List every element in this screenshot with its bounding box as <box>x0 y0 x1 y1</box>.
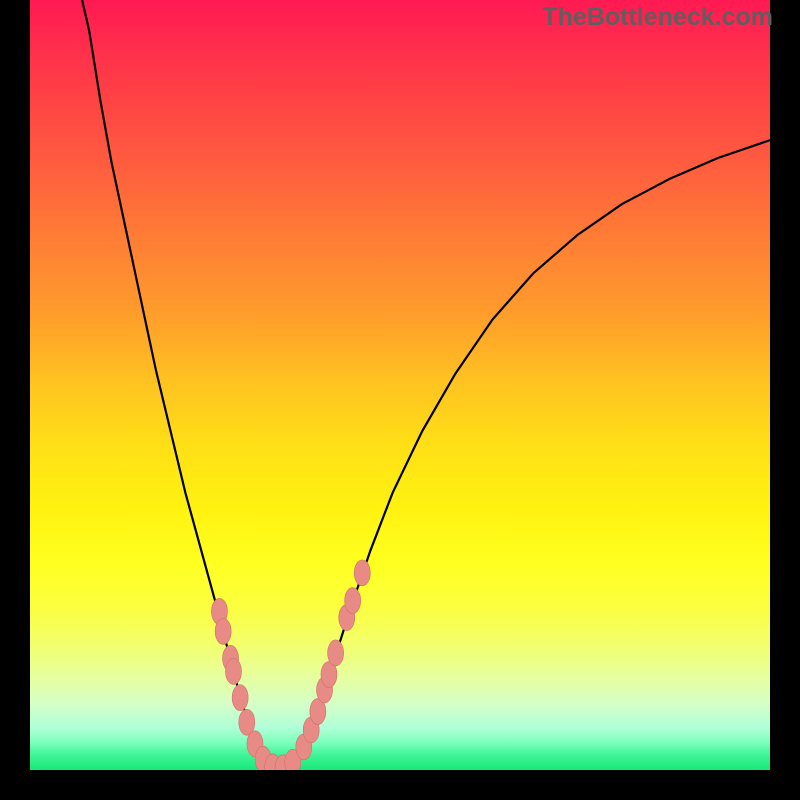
data-marker <box>226 658 242 684</box>
data-markers <box>211 560 370 770</box>
curve-layer <box>30 0 770 770</box>
data-marker <box>215 618 231 644</box>
plot-area <box>30 0 770 770</box>
data-marker <box>328 640 344 666</box>
data-marker <box>345 588 361 614</box>
data-marker <box>232 685 248 711</box>
bottleneck-curve-left <box>80 0 281 768</box>
bottleneck-curve-right <box>282 140 770 768</box>
data-marker <box>354 560 370 586</box>
watermark-text: TheBottleneck.com <box>542 3 773 32</box>
